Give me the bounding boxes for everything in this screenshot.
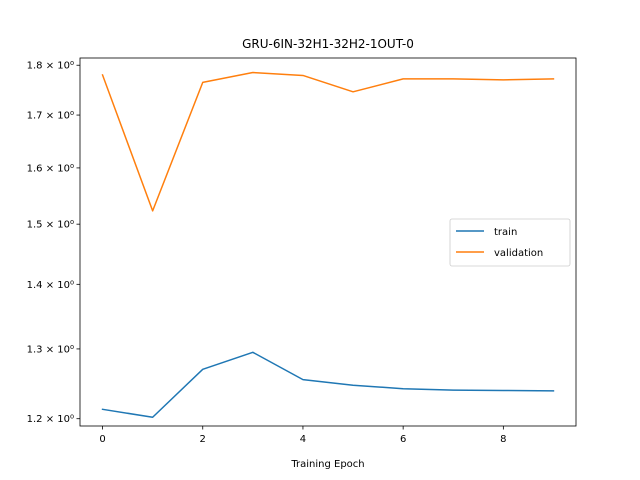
series-line-validation	[101, 71, 555, 212]
x-tick-label: 6	[400, 434, 406, 445]
x-tick-label: 0	[99, 434, 105, 445]
y-tick-label: 1.8 × 10⁰	[27, 61, 74, 72]
y-tick-label: 1.2 × 10⁰	[27, 414, 74, 425]
series-line-train	[101, 351, 555, 418]
y-tick-label: 1.5 × 10⁰	[27, 220, 74, 231]
y-tick-label: 1.3 × 10⁰	[27, 344, 74, 355]
x-tick-label: 4	[300, 434, 306, 445]
legend-label-validation: validation	[494, 248, 543, 259]
chart-title: GRU-6IN-32H1-32H2-1OUT-0	[242, 37, 414, 51]
plot-frame	[79, 57, 577, 427]
y-axis: 1.2 × 10⁰ 1.3 × 10⁰ 1.4 × 10⁰ 1.5 × 10⁰ 1.6 …	[27, 61, 80, 425]
legend: train validation	[449, 218, 571, 267]
x-axis-label: Training Epoch	[290, 459, 364, 470]
x-tick-label: 8	[500, 434, 506, 445]
legend-label-train: train	[494, 227, 517, 238]
y-tick-label: 1.7 × 10⁰	[27, 111, 74, 122]
plot-lines	[101, 71, 555, 418]
x-tick-label: 2	[200, 434, 206, 445]
y-tick-label: 1.6 × 10⁰	[27, 163, 74, 174]
y-tick-label: 1.4 × 10⁰	[27, 280, 74, 291]
x-axis: 0 2 4 6 8	[99, 426, 507, 445]
